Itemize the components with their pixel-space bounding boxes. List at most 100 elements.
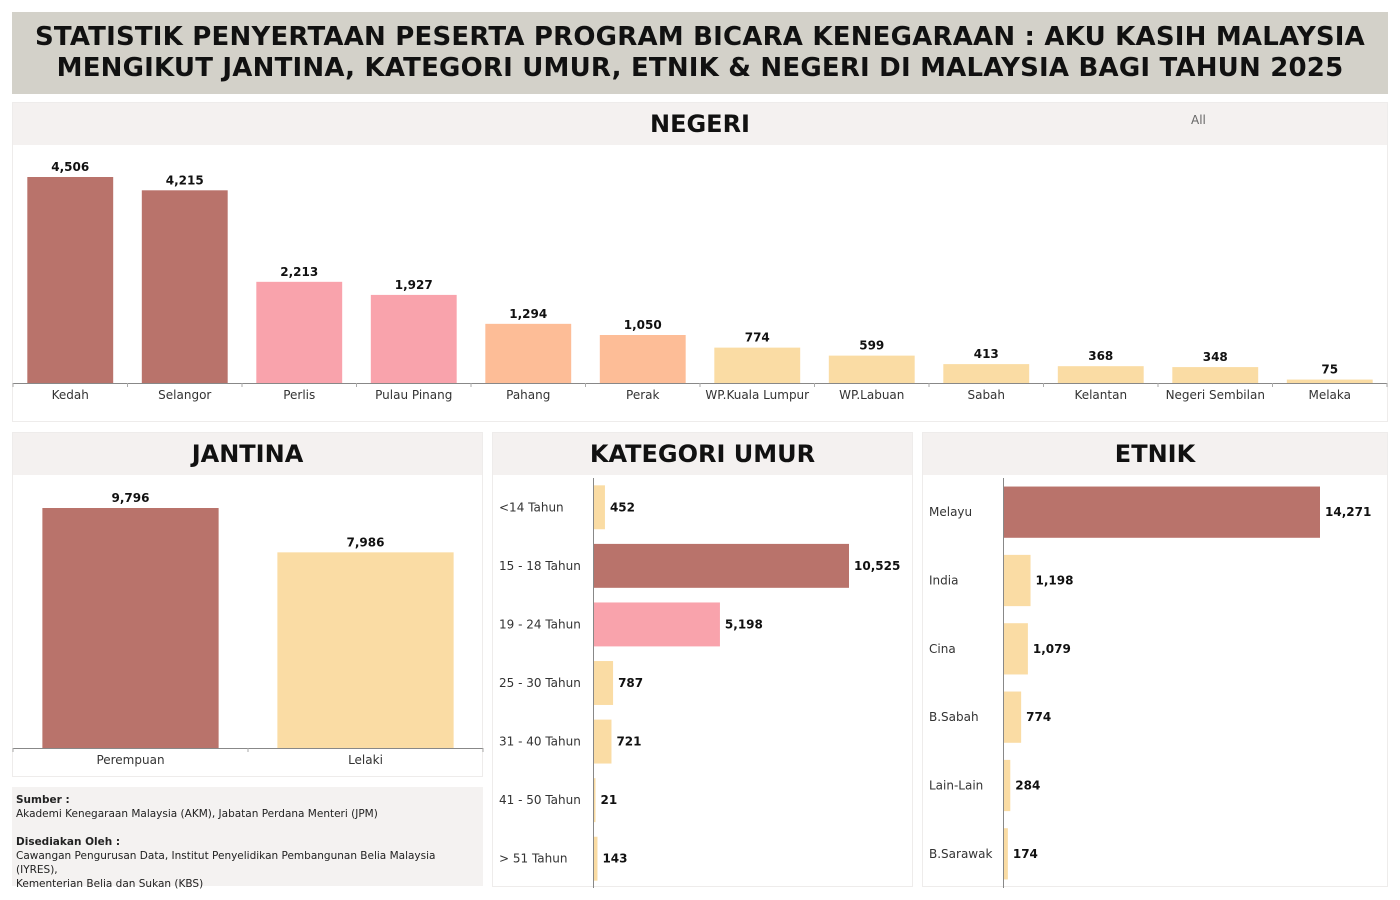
- value-label-b-sabah: 774: [1026, 710, 1051, 724]
- bar-14-tahun[interactable]: [594, 485, 605, 530]
- value-label-kelantan: 368: [1088, 349, 1113, 363]
- value-label-cina: 1,079: [1033, 642, 1071, 656]
- negeri-panel: NEGERI All 4,506 Kedah 4,215 Selangor 2,213 P…: [12, 102, 1388, 422]
- category-label-perak: Perak: [626, 388, 659, 402]
- source-text: Akademi Kenegaraan Malaysia (AKM), Jabat…: [16, 808, 378, 820]
- category-label-wp-kuala-lumpur: WP.Kuala Lumpur: [705, 388, 809, 402]
- category-label-b-sarawak: B.Sarawak: [929, 847, 992, 861]
- value-label-pahang: 1,294: [509, 307, 547, 321]
- filter-all[interactable]: All: [1191, 113, 1206, 127]
- category-label-pahang: Pahang: [506, 388, 550, 402]
- umur-title: KATEGORI UMUR: [493, 433, 912, 475]
- value-label-wp-kuala-lumpur: 774: [745, 331, 770, 345]
- prepared-by-text-2: Kementerian Belia dan Sukan (KBS): [16, 878, 204, 890]
- source-heading: Sumber :: [16, 794, 70, 806]
- category-label-kedah: Kedah: [52, 388, 89, 402]
- category-label-melayu: Melayu: [929, 505, 972, 519]
- value-label-15-18-tahun: 10,525: [854, 559, 900, 573]
- jantina-title: JANTINA: [13, 433, 482, 475]
- etnik-panel: ETNIK Melayu 14,271 India 1,198 Cina 1,079 B.S…: [922, 432, 1388, 888]
- bar-19-24-tahun[interactable]: [594, 602, 720, 647]
- bar-perlis[interactable]: [256, 281, 343, 383]
- negeri-chart: 4,506 Kedah 4,215 Selangor 2,213 Perlis 1,927 P…: [12, 160, 1388, 402]
- jantina-panel: JANTINA 9,796 Perempuan 7,986 Lelaki: [12, 432, 484, 777]
- bar-kelantan[interactable]: [1057, 366, 1144, 383]
- bar-b-sabah[interactable]: [1004, 691, 1022, 743]
- value-label-14-tahun: 452: [610, 500, 635, 514]
- category-label-perempuan: Perempuan: [96, 753, 164, 767]
- category-label-wp-labuan: WP.Labuan: [839, 388, 904, 402]
- bar-lain-lain[interactable]: [1004, 759, 1011, 812]
- etnik-chart: Melayu 14,271 India 1,198 Cina 1,079 B.Sabah 77…: [929, 478, 1371, 888]
- title-line-2: MENGIKUT JANTINA, KATEGORI UMUR, ETNIK &…: [56, 53, 1344, 83]
- value-label-41-50-tahun: 21: [601, 793, 618, 807]
- value-label-sabah: 413: [974, 347, 999, 361]
- value-label-51-tahun: 143: [602, 852, 627, 866]
- bar-selangor[interactable]: [141, 190, 228, 383]
- dashboard-title: STATISTIK PENYERTAAN PESERTA PROGRAM BIC…: [12, 12, 1388, 94]
- value-label-perak: 1,050: [624, 318, 662, 332]
- value-label-perlis: 2,213: [280, 265, 318, 279]
- category-label-19-24-tahun: 19 - 24 Tahun: [499, 617, 581, 631]
- value-label-b-sarawak: 174: [1013, 847, 1038, 861]
- category-label-cina: Cina: [929, 642, 956, 656]
- value-label-wp-labuan: 599: [859, 339, 884, 353]
- jantina-chart: 9,796 Perempuan 7,986 Lelaki: [12, 491, 484, 767]
- category-label-lain-lain: Lain-Lain: [929, 779, 983, 793]
- umur-chart: <14 Tahun 452 15 - 18 Tahun 10,525 19 - 24 T…: [499, 478, 900, 888]
- bar-15-18-tahun[interactable]: [594, 543, 849, 588]
- value-label-25-30-tahun: 787: [618, 676, 643, 690]
- category-label-pulau-pinang: Pulau Pinang: [375, 388, 452, 402]
- bar-pulau-pinang[interactable]: [370, 294, 457, 383]
- negeri-title: NEGERI: [13, 103, 1387, 145]
- category-label-41-50-tahun: 41 - 50 Tahun: [499, 793, 581, 807]
- prepared-by-text-1: Cawangan Pengurusan Data, Institut Penye…: [16, 850, 436, 876]
- value-label-selangor: 4,215: [166, 173, 204, 187]
- category-label-kelantan: Kelantan: [1074, 388, 1127, 402]
- bar-melayu[interactable]: [1004, 486, 1320, 538]
- bar-pahang[interactable]: [485, 323, 572, 383]
- bar-wp-labuan[interactable]: [828, 355, 915, 383]
- category-label-selangor: Selangor: [158, 388, 211, 402]
- bar-sabah[interactable]: [943, 364, 1030, 383]
- value-label-negeri-sembilan: 348: [1203, 350, 1228, 364]
- category-label-14-tahun: <14 Tahun: [499, 500, 564, 514]
- value-label-lain-lain: 284: [1015, 779, 1040, 793]
- bar-negeri-sembilan[interactable]: [1172, 367, 1259, 383]
- value-label-kedah: 4,506: [51, 160, 89, 174]
- category-label-15-18-tahun: 15 - 18 Tahun: [499, 559, 581, 573]
- bar-wp-kuala-lumpur[interactable]: [714, 347, 801, 383]
- bar-perak[interactable]: [599, 334, 686, 383]
- etnik-title: ETNIK: [923, 433, 1387, 475]
- prepared-by-heading: Disediakan Oleh :: [16, 836, 121, 848]
- umur-panel: KATEGORI UMUR <14 Tahun 452 15 - 18 Tahun 1…: [492, 432, 913, 888]
- category-label-india: India: [929, 574, 958, 588]
- value-label-india: 1,198: [1036, 574, 1074, 588]
- value-label-lelaki: 7,986: [347, 535, 385, 549]
- bar-india[interactable]: [1004, 554, 1031, 607]
- value-label-31-40-tahun: 721: [616, 735, 641, 749]
- bar-51-tahun[interactable]: [594, 836, 598, 881]
- value-label-pulau-pinang: 1,927: [395, 278, 433, 292]
- bar-31-40-tahun[interactable]: [594, 719, 612, 764]
- bar-41-50-tahun[interactable]: [594, 778, 596, 823]
- category-label-51-tahun: > 51 Tahun: [499, 852, 567, 866]
- value-label-melaka: 75: [1321, 363, 1338, 377]
- bar-perempuan[interactable]: [42, 508, 219, 748]
- category-label-25-30-tahun: 25 - 30 Tahun: [499, 676, 581, 690]
- bar-lelaki[interactable]: [277, 552, 454, 748]
- category-label-negeri-sembilan: Negeri Sembilan: [1166, 388, 1265, 402]
- bar-b-sarawak[interactable]: [1004, 828, 1008, 880]
- category-label-sabah: Sabah: [967, 388, 1005, 402]
- value-label-melayu: 14,271: [1325, 505, 1371, 519]
- category-label-lelaki: Lelaki: [348, 753, 383, 767]
- bar-kedah[interactable]: [27, 177, 114, 383]
- bar-melaka[interactable]: [1286, 379, 1373, 383]
- category-label-b-sabah: B.Sabah: [929, 710, 979, 724]
- source-note: Sumber : Akademi Kenegaraan Malaysia (AK…: [12, 787, 483, 890]
- bar-cina[interactable]: [1004, 623, 1028, 675]
- bar-25-30-tahun[interactable]: [594, 661, 614, 705]
- title-line-1: STATISTIK PENYERTAAN PESERTA PROGRAM BIC…: [34, 22, 1366, 52]
- category-label-melaka: Melaka: [1308, 388, 1351, 402]
- category-label-31-40-tahun: 31 - 40 Tahun: [499, 735, 581, 749]
